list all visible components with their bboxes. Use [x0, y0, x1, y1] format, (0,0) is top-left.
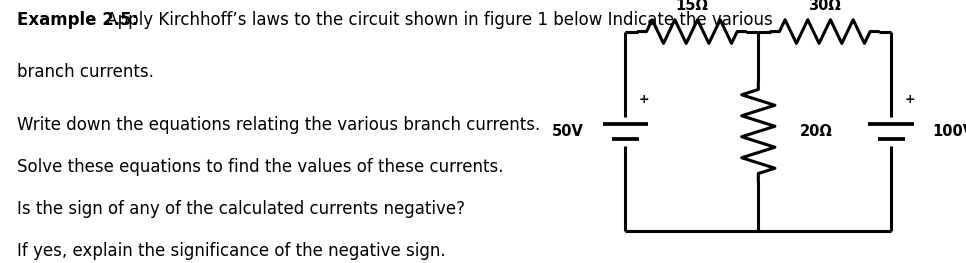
Text: Write down the equations relating the various branch currents.: Write down the equations relating the va… [17, 116, 541, 134]
Text: Example 2.5:: Example 2.5: [17, 11, 139, 28]
Text: Apply Kirchhoff’s laws to the circuit shown in figure 1 below Indicate the vario: Apply Kirchhoff’s laws to the circuit sh… [101, 11, 773, 28]
Text: Solve these equations to find the values of these currents.: Solve these equations to find the values… [17, 158, 504, 176]
Text: branch currents.: branch currents. [17, 63, 155, 81]
Text: 100V: 100V [933, 124, 966, 139]
Text: 20Ω: 20Ω [800, 124, 833, 139]
Text: +: + [639, 93, 649, 107]
Text: Is the sign of any of the calculated currents negative?: Is the sign of any of the calculated cur… [17, 200, 466, 218]
Text: 15Ω: 15Ω [675, 0, 708, 13]
Text: 50V: 50V [552, 124, 583, 139]
Text: 30Ω: 30Ω [809, 0, 841, 13]
Text: If yes, explain the significance of the negative sign.: If yes, explain the significance of the … [17, 242, 446, 260]
Text: +: + [904, 93, 915, 107]
